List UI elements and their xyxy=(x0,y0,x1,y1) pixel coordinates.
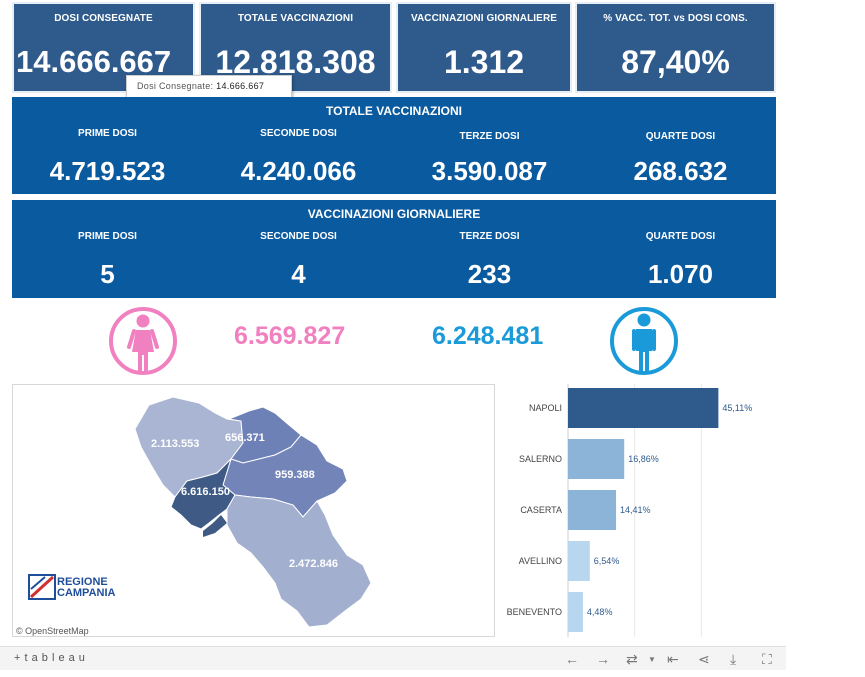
share-icon[interactable]: ⋖ xyxy=(698,651,710,667)
reset-icon[interactable]: ⇤ xyxy=(667,651,679,667)
label-napoli: 6.616.150 xyxy=(181,486,230,498)
download-icon[interactable]: ⤓ xyxy=(730,651,737,667)
value-label: 16,86% xyxy=(628,454,659,464)
tooltip-value: 14.666.667 xyxy=(216,81,265,91)
col-prime-dosi[interactable]: PRIME DOSI 5 xyxy=(12,231,203,290)
category-label: CASERTA xyxy=(520,505,562,515)
col-label: PRIME DOSI xyxy=(78,231,137,242)
revert-icon[interactable]: ⇄ xyxy=(626,651,638,667)
col-value: 4 xyxy=(291,259,306,289)
category-label: BENEVENTO xyxy=(507,607,562,617)
value-label: 6,54% xyxy=(594,556,620,566)
kpi-label: % VACC. TOT. vs DOSI CONS. xyxy=(603,13,748,24)
bar-salerno[interactable] xyxy=(568,439,625,479)
logo-line2: CAMPANIA xyxy=(57,587,116,599)
col-label: TERZE DOSI xyxy=(459,131,520,142)
kpi-label: TOTALE VACCINAZIONI xyxy=(237,13,354,24)
undo-icon[interactable]: ← xyxy=(565,651,579,667)
kpi-value: 1.312 xyxy=(443,44,525,80)
col-value: 1.070 xyxy=(647,259,714,289)
regione-campania-logo: REGIONE CAMPANIA xyxy=(28,574,116,600)
label-salerno: 2.472.846 xyxy=(289,558,338,570)
category-label: AVELLINO xyxy=(519,556,562,566)
category-label: NAPOLI xyxy=(529,403,562,413)
category-label: SALERNO xyxy=(519,454,562,464)
bar-caserta[interactable] xyxy=(568,490,617,530)
col-label: SECONDE DOSI xyxy=(260,231,337,242)
col-seconde-dosi[interactable]: SECONDE DOSI 4.240.066 xyxy=(203,128,394,187)
label-benevento: 656.371 xyxy=(225,432,265,444)
col-terze-dosi[interactable]: TERZE DOSI 3.590.087 xyxy=(394,131,585,187)
redo-icon[interactable]: → xyxy=(596,651,610,667)
col-value: 4.719.523 xyxy=(49,156,166,186)
panel-title: TOTALE VACCINAZIONI xyxy=(326,104,462,118)
value-label: 4,48% xyxy=(587,607,613,617)
tableau-toolbar: + t a b l e a u ← → ⇄ ▼ ⇤ ⋖ ⤓ ⛶ xyxy=(0,646,786,670)
col-quarte-dosi[interactable]: QUARTE DOSI 268.632 xyxy=(585,131,776,187)
revert-dropdown-icon[interactable]: ▼ xyxy=(648,655,656,664)
col-label: QUARTE DOSI xyxy=(645,131,716,142)
col-value: 268.632 xyxy=(633,156,728,186)
col-value: 4.240.066 xyxy=(240,156,357,186)
panel-title: VACCINAZIONI GIORNALIERE xyxy=(307,207,481,221)
province-napoli-peninsula xyxy=(203,515,227,537)
vaccinazioni-giornaliere-panel: VACCINAZIONI GIORNALIERE PRIME DOSI 5 SE… xyxy=(12,200,776,298)
bar-benevento[interactable] xyxy=(568,592,583,632)
bar-chart-svg: NAPOLI 45,11% SALERNO 16,86% CASERTA 14,41% AV… xyxy=(507,384,752,637)
col-label: PRIME DOSI xyxy=(78,128,137,139)
col-value: 233 xyxy=(467,259,512,289)
col-label: SECONDE DOSI xyxy=(260,128,337,139)
map-attribution[interactable]: © OpenStreetMap xyxy=(16,626,89,636)
kpi-vaccinazioni-giornaliere[interactable]: VACCINAZIONI GIORNALIERE 1.312 xyxy=(396,2,572,93)
col-value: 5 xyxy=(100,259,115,289)
col-prime-dosi[interactable]: PRIME DOSI 4.719.523 xyxy=(12,128,203,187)
map-svg: 2.113.553 656.371 959.388 6.616.150 2.47… xyxy=(16,396,372,636)
fullscreen-icon[interactable]: ⛶ xyxy=(762,651,772,667)
value-label: 14,41% xyxy=(620,505,651,515)
totale-vaccinazioni-panel: TOTALE VACCINAZIONI PRIME DOSI 4.719.523… xyxy=(12,97,776,194)
kpi-value: 12.818.308 xyxy=(215,44,376,80)
col-quarte-dosi[interactable]: QUARTE DOSI 1.070 xyxy=(585,231,776,290)
tooltip: Dosi Consegnate: 14.666.667 xyxy=(126,75,292,98)
label-caserta: 2.113.553 xyxy=(151,438,199,450)
female-icon xyxy=(109,307,177,375)
col-terze-dosi[interactable]: TERZE DOSI 233 xyxy=(394,231,585,290)
value-label: 45,11% xyxy=(722,403,752,413)
col-value: 3.590.087 xyxy=(431,156,548,186)
campania-map[interactable]: 2.113.553 656.371 959.388 6.616.150 2.47… xyxy=(12,384,495,637)
col-label: QUARTE DOSI xyxy=(645,231,716,242)
tableau-logo[interactable]: + t a b l e a u xyxy=(14,652,86,664)
kpi-value: 87,40% xyxy=(621,44,730,80)
kpi-label: DOSI CONSEGNATE xyxy=(54,13,153,24)
male-icon xyxy=(610,307,678,375)
col-label: TERZE DOSI xyxy=(459,231,520,242)
province-bar-chart: NAPOLI 45,11% SALERNO 16,86% CASERTA 14,41% AV… xyxy=(500,384,776,637)
kpi-dosi-consegnate[interactable]: DOSI CONSEGNATE 14.666.667 xyxy=(12,2,195,93)
kpi-value: 14.666.667 xyxy=(16,44,172,79)
bar-napoli[interactable] xyxy=(568,388,719,428)
tooltip-label: Dosi Consegnate: xyxy=(137,81,214,91)
female-count: 6.569.827 xyxy=(234,322,346,350)
bar-avellino[interactable] xyxy=(568,541,590,581)
label-avellino: 959.388 xyxy=(275,469,315,481)
logo-line1: REGIONE xyxy=(57,576,108,588)
male-count: 6.248.481 xyxy=(432,322,544,350)
kpi-label: VACCINAZIONI GIORNALIERE xyxy=(410,13,558,24)
province-salerno xyxy=(226,494,372,628)
kpi-percentuale[interactable]: % VACC. TOT. vs DOSI CONS. 87,40% xyxy=(575,2,776,93)
col-seconde-dosi[interactable]: SECONDE DOSI 4 xyxy=(203,231,394,290)
